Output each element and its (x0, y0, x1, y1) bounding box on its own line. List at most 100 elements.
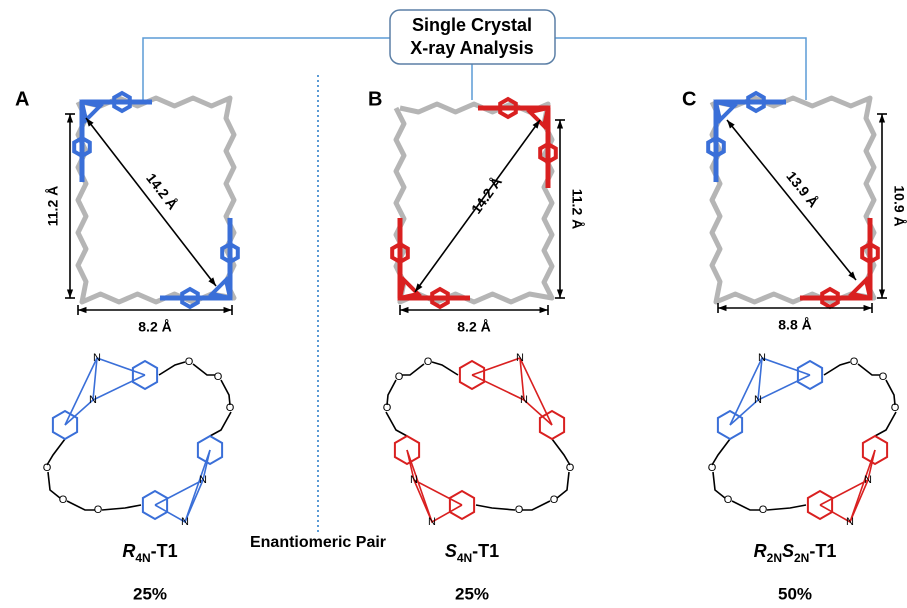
oxygen-label: O (759, 504, 768, 516)
chain (386, 412, 407, 436)
oxygen-label: O (708, 462, 717, 474)
chain (875, 412, 896, 436)
oxygen-label: O (94, 504, 103, 516)
oxygen-label: O (395, 371, 404, 383)
chain (858, 364, 880, 375)
percentage: 25% (455, 584, 489, 603)
chain (522, 501, 550, 510)
compound-part: 2N (794, 551, 809, 565)
compound-part: -T1 (151, 541, 178, 561)
width-label: 8.2 Å (138, 319, 171, 335)
dimension-line (86, 118, 216, 286)
chain (402, 364, 424, 375)
arrow-head (78, 307, 86, 313)
chain (472, 375, 524, 400)
chain (824, 362, 850, 375)
panel-letter: C (682, 88, 696, 110)
compound-part: -T1 (809, 541, 836, 561)
nitrogen-label: N (864, 474, 872, 486)
height-label: 11.2 Å (569, 189, 585, 229)
molecule: OOOOOONNNN (383, 352, 575, 528)
arrow-head (224, 307, 232, 313)
oxygen-label: O (43, 462, 52, 474)
annotation: Enantiomeric Pair (250, 534, 386, 551)
compound-part: -T1 (472, 541, 499, 561)
connector (555, 38, 806, 100)
compound-part: R (122, 541, 135, 561)
arrow-head (533, 120, 540, 129)
panel: B11.2 Å14.2 Å8.2 ÅOOOOOONNNNS4N-T125% (368, 88, 585, 603)
chain (767, 505, 806, 510)
oxygen-label: O (566, 462, 575, 474)
panel-letter: A (15, 88, 29, 110)
chain (102, 505, 141, 510)
oxygen-label: O (850, 356, 859, 368)
compound-part: S (445, 541, 457, 561)
title: X-ray Analysis (410, 38, 533, 58)
arrow-head (879, 114, 885, 122)
chain (159, 362, 185, 375)
oxygen-label: O (424, 356, 433, 368)
chain (185, 450, 210, 522)
oxygen-label: O (515, 504, 524, 516)
compound-label: S4N-T1 (445, 541, 499, 565)
nitrogen-label: N (181, 516, 189, 528)
chain (758, 375, 810, 400)
chain (210, 412, 231, 436)
arrow-head (718, 305, 726, 311)
height-label: 10.9 Å (891, 185, 907, 226)
oxygen-label: O (724, 494, 733, 506)
chain (93, 375, 145, 400)
chain (432, 362, 458, 375)
arrow-head (415, 283, 422, 292)
arrow-head (400, 307, 408, 313)
width-label: 8.8 Å (778, 317, 811, 333)
chain (476, 505, 515, 510)
arrow-head (557, 120, 563, 128)
arrow-head (67, 114, 73, 122)
molecule: O O O O O O N N N N (708, 352, 900, 528)
figure: Single Crystal X-ray Analysis Enantiomer… (0, 0, 907, 608)
nitrogen-label: N (428, 516, 436, 528)
panel: C10.9 Å13.9 Å8.8 ÅOOOOOONNNNR2NS2N-T150% (682, 88, 907, 603)
percentage: 50% (778, 584, 812, 603)
dimension-line (727, 120, 856, 280)
diagonal-label: 14.2 Å (143, 170, 181, 212)
chain (193, 364, 215, 375)
compound-part: S (782, 541, 794, 561)
nitrogen-label: N (199, 474, 207, 486)
nitrogen-label: N (754, 394, 762, 406)
crystal-backbone (78, 98, 234, 302)
compound-part: 4N (457, 551, 472, 565)
connector (143, 38, 390, 100)
height-label: 11.2 Å (45, 186, 61, 226)
oxygen-label: O (550, 494, 559, 506)
panel-letter: B (368, 88, 382, 110)
chain (67, 501, 95, 510)
arrow-head (540, 307, 548, 313)
compound-part: 4N (135, 551, 150, 565)
chain (732, 501, 760, 510)
nitrogen-label: N (846, 516, 854, 528)
nitrogen-label: N (410, 474, 418, 486)
oxygen-label: O (185, 356, 194, 368)
arrow-head (557, 290, 563, 298)
compound-part: R (754, 541, 767, 561)
percentage: 25% (133, 584, 167, 603)
chain (557, 472, 569, 498)
chain (407, 450, 432, 522)
compound-label: R2NS2N-T1 (754, 541, 837, 565)
oxygen-label: O (226, 402, 235, 414)
arrow-head (67, 290, 73, 298)
oxygen-label: O (383, 402, 392, 414)
arrow-head (879, 290, 885, 298)
oxygen-label: O (879, 371, 888, 383)
diagonal-label: 13.9 Å (783, 168, 821, 210)
panel: A11.2 Å14.2 Å8.2 ÅOOOOOONNNNR4N-T125% (15, 88, 238, 603)
nitrogen-label: N (758, 352, 766, 364)
nitrogen-label: N (520, 394, 528, 406)
diagonal-label: 14.2 Å (468, 174, 505, 217)
oxygen-label: O (891, 402, 900, 414)
compound-part: 2N (767, 551, 782, 565)
